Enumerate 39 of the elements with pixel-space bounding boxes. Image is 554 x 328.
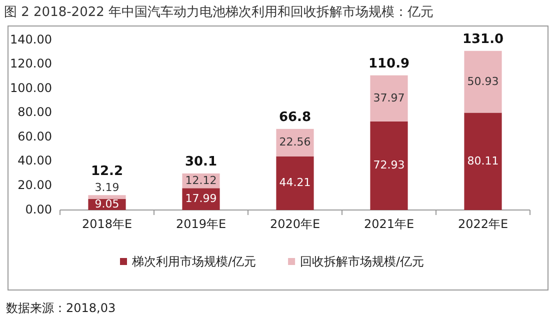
- y-tick-label: 80.00: [18, 105, 52, 120]
- bar: [276, 156, 314, 210]
- data-label: 3.19: [94, 181, 120, 194]
- y-tick-label: 100.00: [10, 80, 52, 95]
- x-tick-label: 2020年E: [270, 217, 320, 231]
- bar: [88, 195, 126, 200]
- data-label: 72.93: [373, 158, 405, 172]
- data-label: 9.05: [94, 198, 120, 211]
- data-label: 44.21: [279, 176, 311, 190]
- bar: [464, 112, 502, 210]
- data-label: 37.97: [373, 91, 405, 104]
- legend-label: 回收拆解市场规模/亿元: [300, 254, 424, 268]
- data-label: 22.56: [279, 136, 311, 149]
- chart-title: 图 2 2018-2022 年中国汽车动力电池梯次利用和回收拆解市场规模：亿元: [4, 5, 434, 20]
- bar: [370, 75, 408, 122]
- total-label: 131.0: [462, 32, 504, 47]
- y-tick-label: 20.00: [18, 178, 52, 192]
- y-tick-label: 40.00: [18, 154, 52, 168]
- x-tick-label: 2019年E: [176, 217, 226, 231]
- x-tick-label: 2021年E: [364, 217, 414, 231]
- y-tick-label: 120.00: [10, 56, 52, 71]
- legend-label: 梯次利用市场规模/亿元: [131, 254, 256, 268]
- total-label: 66.8: [278, 110, 312, 125]
- x-tick-label: 2022年E: [458, 217, 508, 231]
- x-tick-label: 2018年E: [82, 217, 132, 231]
- data-label: 17.99: [185, 192, 217, 206]
- total-label: 12.2: [90, 164, 124, 180]
- total-label: 110.9: [368, 56, 410, 72]
- bar: [276, 128, 314, 156]
- total-label: 30.1: [184, 154, 218, 170]
- source-note: 数据来源：2018,03: [6, 301, 116, 315]
- y-tick-label: 140.00: [10, 32, 52, 46]
- bar: [464, 50, 502, 113]
- data-label: 80.11: [467, 154, 499, 168]
- y-tick-label: 60.00: [18, 129, 52, 144]
- y-tick-label: 0.00: [25, 202, 52, 216]
- bar: [370, 121, 408, 210]
- data-label: 12.12: [185, 174, 217, 187]
- data-label: 50.93: [467, 74, 499, 88]
